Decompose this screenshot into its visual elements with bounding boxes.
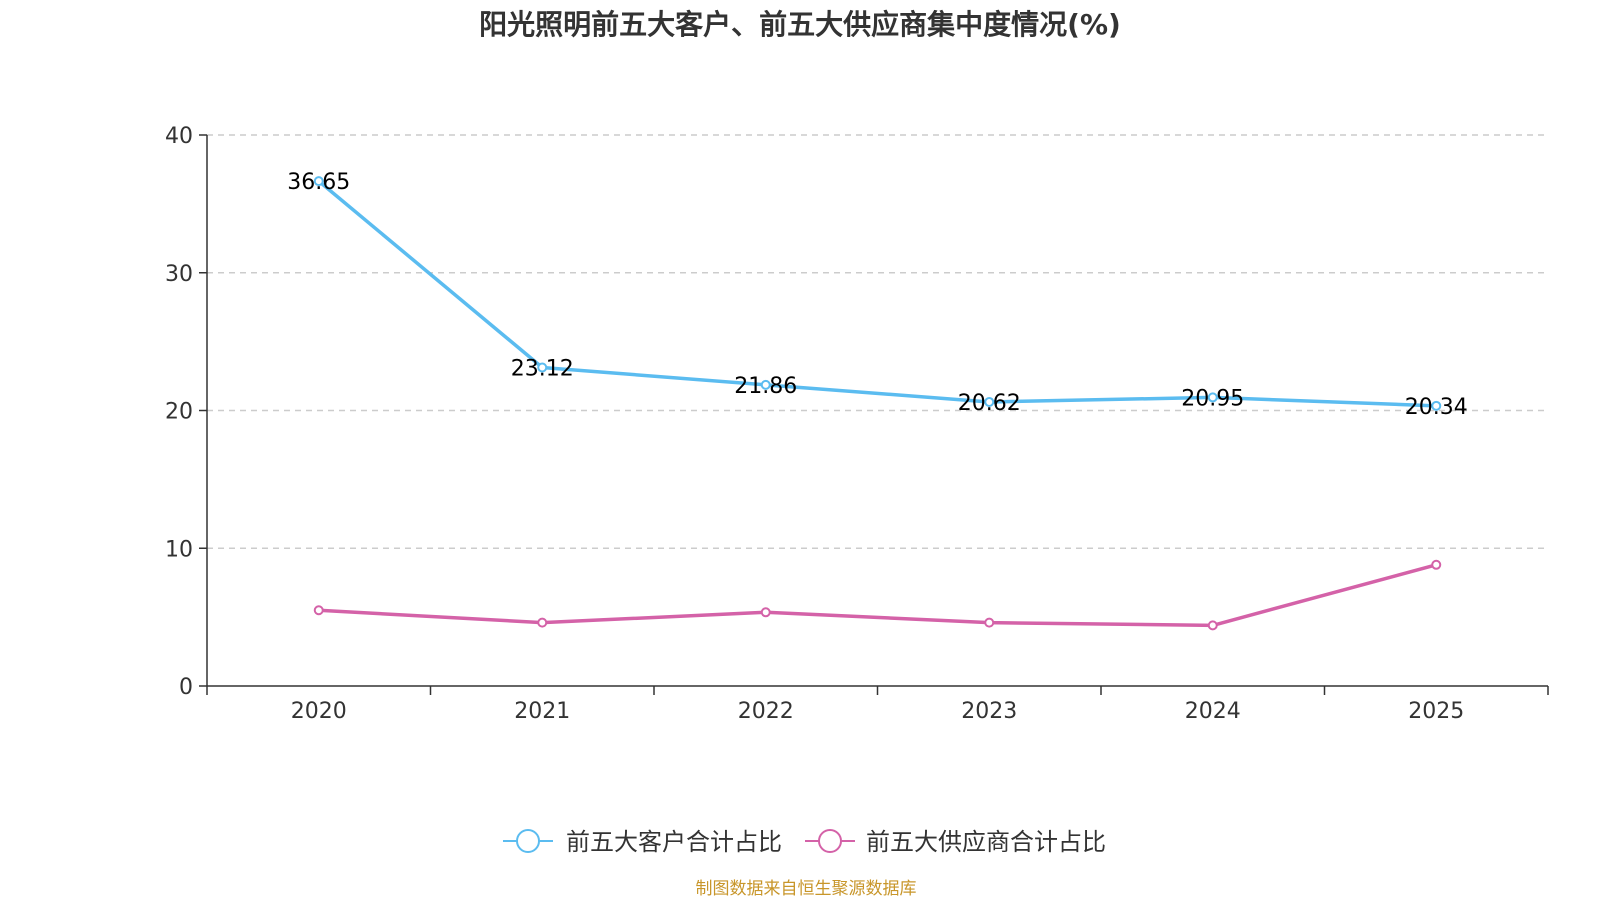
series-point [313, 176, 324, 187]
y-tick-label: 40 [165, 124, 193, 149]
series-line [317, 179, 1437, 408]
data-labels: 36.65 23.12 21.86 20.62 20.95 20.34 [287, 170, 1467, 420]
legend-suppliers-label: 前五大供应商合计占比 [866, 828, 1106, 856]
y-tick-label: 10 [165, 537, 193, 562]
series-point [1207, 620, 1218, 631]
y-tick-label: 0 [179, 675, 193, 700]
gridlines [207, 134, 1548, 549]
source-note: 制图数据来自恒生聚源数据库 [696, 879, 917, 899]
data-label: 20.34 [1405, 395, 1468, 420]
data-label: 23.12 [511, 357, 574, 382]
series-point [1431, 400, 1442, 411]
x-tick-label: 2025 [1408, 699, 1464, 724]
series-point [537, 617, 548, 628]
data-label: 36.65 [287, 170, 350, 195]
legend-item-customers[interactable]: 前五大客户合计占比 [503, 828, 782, 856]
legend-suppliers-circle-icon [818, 829, 842, 853]
series-point [537, 362, 548, 373]
series-point [984, 396, 995, 407]
legend: 前五大客户合计占比 前五大供应商合计占比 [503, 828, 1106, 856]
y-axis-ticks: 0 10 20 30 40 [165, 124, 207, 700]
series-point [313, 605, 324, 616]
series-group [313, 176, 1442, 631]
x-tick-label: 2021 [514, 699, 570, 724]
y-tick-label: 30 [165, 262, 193, 287]
legend-item-suppliers[interactable]: 前五大供应商合计占比 [805, 828, 1106, 856]
series-line [318, 563, 1437, 628]
series-point [760, 379, 771, 390]
x-tick-label: 2020 [291, 699, 347, 724]
y-tick-label: 20 [165, 400, 193, 425]
legend-customers-circle-icon [516, 829, 540, 853]
legend-customers-label: 前五大客户合计占比 [566, 828, 782, 856]
series-point [760, 607, 771, 618]
x-tick-label: 2022 [738, 699, 794, 724]
data-label: 21.86 [734, 374, 797, 399]
x-tick-label: 2024 [1185, 699, 1241, 724]
series-point [984, 617, 995, 628]
data-label: 20.95 [1181, 386, 1244, 411]
chart-title: 阳光照明前五大客户、前五大供应商集中度情况(%) [479, 8, 1121, 41]
data-label: 20.62 [958, 391, 1021, 416]
x-axis-ticks: 2020 2021 2022 2023 2024 2025 [206, 686, 1549, 724]
x-tick-label: 2023 [961, 699, 1017, 724]
series-point [1207, 392, 1218, 403]
series-point [1431, 559, 1442, 570]
